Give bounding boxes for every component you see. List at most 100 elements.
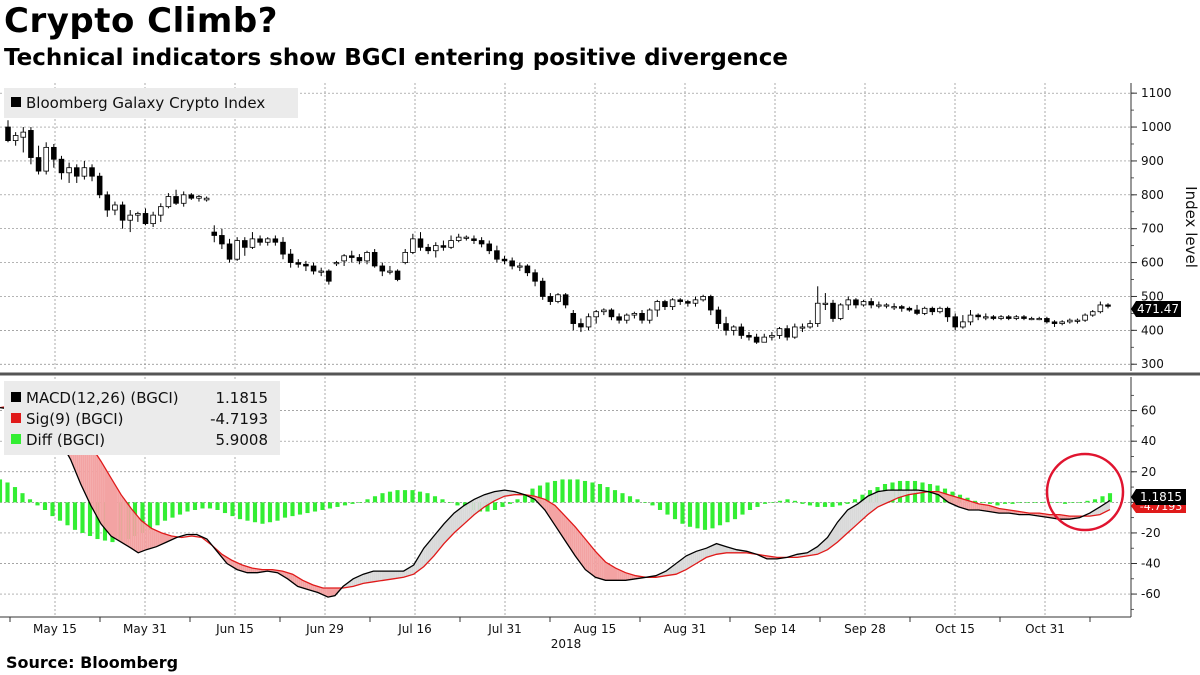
diff-legend-swatch bbox=[11, 434, 21, 444]
diff-bar bbox=[290, 502, 295, 517]
macd-signal-fill-segment bbox=[494, 491, 497, 501]
macd-signal-fill-segment bbox=[109, 474, 111, 536]
macd-signal-fill-segment bbox=[591, 546, 594, 576]
candle bbox=[983, 313, 989, 321]
candle bbox=[303, 260, 309, 272]
diff-bar bbox=[455, 502, 460, 506]
macd-signal-fill-segment bbox=[712, 544, 715, 556]
macd-signal-fill-segment bbox=[815, 546, 818, 555]
macd-signal-fill-segment bbox=[230, 559, 233, 567]
macd-signal-fill-segment bbox=[986, 505, 989, 512]
macd-signal-fill-segment bbox=[238, 563, 241, 571]
candle-body bbox=[394, 270, 401, 280]
macd-signal-fill-segment bbox=[617, 569, 620, 581]
candle-body bbox=[761, 336, 768, 343]
candle bbox=[921, 306, 928, 316]
macd-signal-fill-segment bbox=[88, 443, 91, 506]
candle bbox=[180, 191, 187, 207]
candle-body bbox=[66, 167, 72, 174]
macd-signal-fill-segment bbox=[464, 504, 467, 524]
candle bbox=[494, 245, 500, 263]
macd-signal-fill-segment bbox=[906, 490, 909, 496]
macd-legend-value: 1.1815 bbox=[216, 389, 269, 407]
macd-signal-fill-segment bbox=[845, 510, 848, 535]
diff-bar bbox=[297, 502, 303, 515]
x-tick-label: May 15 bbox=[33, 622, 77, 636]
candle-body bbox=[478, 240, 485, 245]
macd-signal-fill-segment bbox=[373, 571, 376, 582]
candle bbox=[43, 142, 49, 175]
macd-signal-fill-segment bbox=[389, 571, 392, 580]
candle-body bbox=[356, 257, 363, 262]
macd-signal-fill-segment bbox=[623, 571, 626, 581]
macd-signal-fill-segment bbox=[593, 548, 596, 578]
diff-bar bbox=[860, 494, 865, 503]
macd-signal-fill-segment bbox=[86, 440, 89, 502]
macd-signal-fill-segment bbox=[629, 573, 632, 580]
macd-signal-fill-segment bbox=[587, 541, 590, 573]
diff-bar bbox=[27, 499, 33, 503]
candle bbox=[89, 164, 95, 182]
macd-signal-fill-segment bbox=[98, 458, 101, 524]
diff-bar bbox=[1002, 502, 1008, 504]
macd-signal-fill-segment bbox=[104, 467, 107, 532]
macd-signal-fill-segment bbox=[968, 500, 971, 510]
price-y-tick-label: 800 bbox=[1141, 188, 1164, 202]
candle bbox=[1089, 310, 1096, 317]
macd-signal-fill-segment bbox=[581, 534, 584, 567]
macd-signal-fill-segment bbox=[472, 499, 475, 517]
diff-bar bbox=[312, 502, 318, 512]
candle-body bbox=[348, 255, 355, 258]
macd-signal-fill-segment bbox=[611, 565, 614, 581]
macd-signal-fill-segment bbox=[952, 495, 955, 506]
macd-signal-fill-segment bbox=[460, 506, 463, 528]
candle-body bbox=[914, 309, 920, 314]
diff-bar bbox=[237, 502, 243, 520]
candle-body bbox=[616, 316, 622, 321]
x-tick-label: Oct 31 bbox=[1025, 622, 1065, 636]
diff-bar bbox=[582, 480, 588, 503]
macd-signal-fill-segment bbox=[988, 505, 991, 512]
candle bbox=[1105, 303, 1111, 309]
candle bbox=[929, 306, 936, 316]
macd-signal-fill-segment bbox=[835, 522, 838, 544]
macd-signal-fill-segment bbox=[94, 451, 97, 517]
candle-body bbox=[1051, 321, 1058, 324]
macd-signal-fill-segment bbox=[595, 551, 598, 578]
candle-body bbox=[1097, 304, 1104, 313]
macd-signal-fill-segment bbox=[859, 500, 862, 522]
chart-title: Crypto Climb? bbox=[4, 1, 278, 41]
candle-body bbox=[929, 307, 936, 313]
candle-body bbox=[967, 314, 974, 323]
macd-signal-fill-segment bbox=[304, 581, 307, 590]
macd-signal-fill-segment bbox=[999, 508, 1001, 514]
macd-signal-fill-segment bbox=[300, 579, 303, 588]
candle-body bbox=[1067, 319, 1073, 323]
candle bbox=[348, 250, 355, 263]
candle-body bbox=[524, 265, 531, 274]
candle-body bbox=[58, 158, 65, 174]
macd-signal-fill-segment bbox=[992, 506, 995, 513]
candle-body bbox=[1028, 318, 1035, 321]
diff-bar bbox=[800, 502, 805, 504]
macd-signal-fill-segment bbox=[381, 571, 384, 581]
candle bbox=[73, 164, 80, 183]
diff-bar bbox=[155, 502, 160, 526]
macd-signal-fill-segment bbox=[421, 548, 424, 569]
diff-bar bbox=[785, 499, 790, 503]
candle bbox=[165, 193, 172, 209]
macd-y-tick-label: -40 bbox=[1141, 556, 1161, 570]
macd-signal-fill-segment bbox=[476, 497, 479, 514]
candle bbox=[127, 210, 133, 233]
macd-signal-fill-segment bbox=[167, 534, 170, 542]
macd-signal-fill-segment bbox=[409, 566, 412, 576]
macd-signal-fill-segment bbox=[706, 547, 709, 558]
macd-signal-fill-segment bbox=[676, 562, 679, 575]
macd-y-tick-label: 60 bbox=[1141, 404, 1156, 418]
diff-bar bbox=[350, 502, 355, 504]
x-tick-label: Aug 15 bbox=[574, 622, 617, 636]
macd-signal-fill-segment bbox=[240, 564, 243, 572]
macd-signal-fill-segment bbox=[506, 490, 509, 496]
macd-signal-fill-segment bbox=[401, 571, 404, 578]
macd-signal-fill-segment bbox=[258, 569, 261, 573]
